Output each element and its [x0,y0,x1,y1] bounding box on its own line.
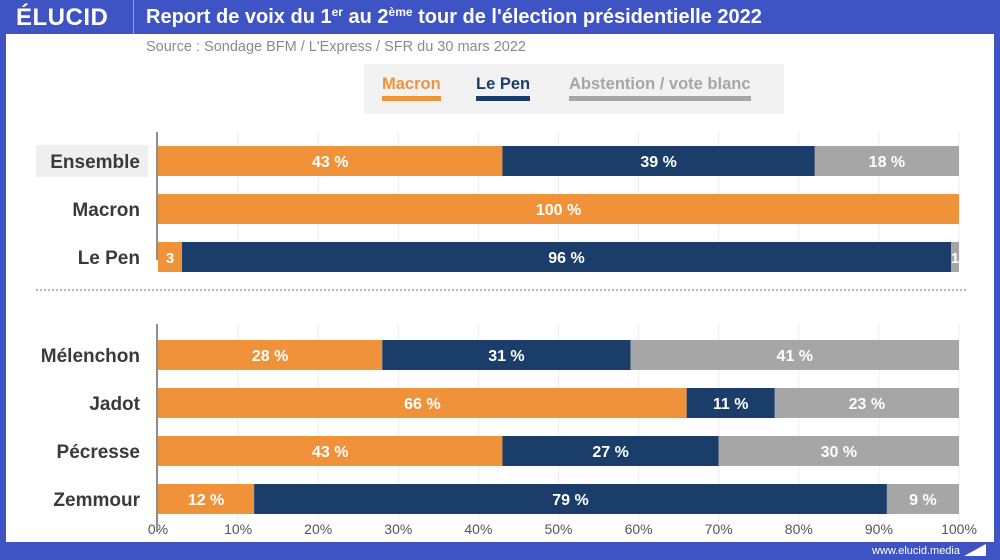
x-tick-label: 30% [384,521,412,537]
category-label: Macron [72,200,140,221]
bar-segment [886,484,959,514]
bar-data-label: 27 % [592,444,628,461]
x-tick-label: 60% [625,521,653,537]
bar-data-label: 41 % [777,348,813,365]
bar-segment [182,242,951,272]
bar-data-label: 79 % [552,492,588,509]
chart-source: Source : Sondage BFM / L'Express / SFR d… [146,39,526,55]
bar-segment [630,340,959,370]
bar-data-label: 39 % [640,154,676,171]
category-label: Jadot [89,394,140,415]
bar-data-label: 12 % [188,492,224,509]
category-label: Ensemble [50,152,140,173]
bar-segment [158,484,255,514]
bar-data-label: 66 % [404,396,440,413]
chart-title: Report de voix du 1er au 2ème tour de l'… [146,6,762,29]
title-part-2: au 2 [342,6,389,28]
title-superscript-1: er [331,5,343,19]
bar-segment [502,436,719,466]
elucid-mark-icon [964,544,986,556]
title-part-1: Report de voix du 1 [146,6,332,28]
legend-swatch-abstention [569,96,751,101]
legend-item-lepen: Le Pen [476,75,531,104]
bar-data-label: 43 % [312,154,348,171]
bar-segment [158,146,503,176]
bar-segment [158,242,183,272]
bar-segment [254,484,887,514]
legend-swatch-lepen [476,96,531,101]
footer-url: www.elucid.media [871,545,960,557]
x-tick-label: 100% [941,521,977,537]
stacked-bar-chart: 0%10%20%30%40%50%60%70%80%90%100%Ensembl… [36,132,977,537]
legend-label-macron: Macron [382,75,441,93]
bar-segment [158,340,383,370]
x-tick-label: 20% [304,521,332,537]
bar-data-label: 30 % [821,444,857,461]
bar-data-label: 28 % [252,348,288,365]
bar-segment [158,194,959,224]
bar-data-label: 100 % [536,202,581,219]
category-label: Zemmour [53,490,140,511]
bar-segment [158,436,503,466]
header-divider [133,0,134,34]
bar-segment [718,436,959,466]
bar-segment [502,146,815,176]
bar-data-label: 31 % [488,348,524,365]
x-tick-label: 70% [705,521,733,537]
bar-data-label: 18 % [869,154,905,171]
bar-data-label: 11 % [713,396,749,413]
category-highlight [36,145,148,177]
bar-segment [774,388,959,418]
x-tick-label: 80% [785,521,813,537]
legend-item-macron: Macron [382,75,441,104]
chart-panel: Source : Sondage BFM / L'Express / SFR d… [6,34,994,542]
bar-data-label: 9 % [909,492,937,509]
legend-item-abstention: Abstention / vote blanc [569,75,751,104]
bar-segment [814,146,959,176]
category-label: Le Pen [78,248,140,269]
legend-label-abstention: Abstention / vote blanc [569,75,751,93]
x-tick-label: 10% [224,521,252,537]
category-label: Pécresse [57,442,140,463]
legend: Macron Le Pen Abstention / vote blanc [364,64,784,114]
title-part-3: tour de l'élection présidentielle 2022 [412,6,762,28]
category-label: Mélenchon [41,346,140,367]
x-tick-label: 90% [865,521,893,537]
bar-data-label: 43 % [312,444,348,461]
bar-segment [686,388,775,418]
bar-segment [158,388,687,418]
bar-segment [950,242,959,272]
bar-data-label: 1 [951,250,959,267]
bar-segment [382,340,631,370]
bar-data-label: 3 [166,250,174,267]
header-bar: ÉLUCID Report de voix du 1er au 2ème tou… [0,0,1000,34]
legend-label-lepen: Le Pen [476,75,531,93]
legend-swatch-macron [382,96,441,101]
elucid-logo: ÉLUCID [16,4,109,31]
bar-data-label: 96 % [548,250,584,267]
title-superscript-2: ème [388,5,413,19]
bar-data-label: 23 % [849,396,885,413]
x-tick-label: 40% [464,521,492,537]
x-tick-label: 50% [544,521,572,537]
